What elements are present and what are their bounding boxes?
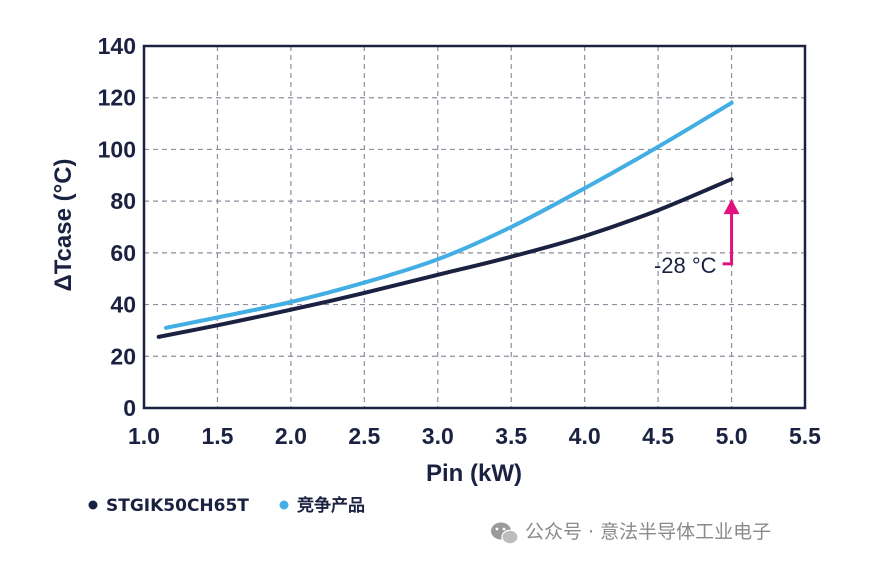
legend: STGIK50CH65T 竞争产品 bbox=[88, 495, 365, 516]
x-tick-label: 4.0 bbox=[569, 423, 601, 449]
y-tick-label: 0 bbox=[123, 395, 136, 421]
plot-frame bbox=[142, 44, 807, 410]
y-axis: 0 20 40 60 80 100 120 140 bbox=[98, 33, 136, 421]
x-tick-label: 2.5 bbox=[348, 423, 380, 449]
y-tick-label: 120 bbox=[98, 85, 136, 111]
y-tick-label: 40 bbox=[110, 292, 136, 318]
y-tick-label: 100 bbox=[98, 136, 136, 162]
x-axis-title: Pin (kW) bbox=[426, 460, 522, 487]
annotation-label: -28 °C bbox=[654, 253, 717, 278]
legend-label-competitor: 竞争产品 bbox=[297, 495, 365, 516]
series-line-stgik50ch65t bbox=[156, 177, 734, 339]
x-tick-label: 1.0 bbox=[128, 423, 160, 449]
grid bbox=[144, 46, 805, 408]
watermark-text: 公众号 · 意法半导体工业电子 bbox=[525, 521, 771, 543]
annotation-layer: -28 °C bbox=[654, 199, 740, 278]
x-axis: 1.0 1.5 2.0 2.5 3.0 3.5 4.0 4.5 5.0 5.5 bbox=[128, 423, 821, 449]
legend-label-stgik50ch65t: STGIK50CH65T bbox=[106, 496, 249, 516]
x-tick-label: 2.0 bbox=[275, 423, 307, 449]
legend-marker-competitor bbox=[279, 500, 289, 510]
series-line-competitor bbox=[164, 100, 734, 330]
y-tick-label: 20 bbox=[110, 343, 136, 369]
y-axis-title: ΔTcase (°C) bbox=[50, 158, 77, 291]
y-tick-label: 60 bbox=[110, 240, 136, 266]
x-tick-label: 5.5 bbox=[789, 423, 821, 449]
x-tick-label: 4.5 bbox=[642, 423, 674, 449]
y-tick-label: 80 bbox=[110, 188, 136, 214]
x-tick-label: 5.0 bbox=[716, 423, 748, 449]
x-tick-label: 3.5 bbox=[495, 423, 527, 449]
x-tick-label: 1.5 bbox=[201, 423, 233, 449]
series-layer bbox=[156, 100, 734, 339]
watermark: 公众号 · 意法半导体工业电子 bbox=[491, 521, 771, 545]
wechat-icon bbox=[491, 522, 519, 545]
y-tick-label: 140 bbox=[98, 33, 136, 59]
x-tick-label: 3.0 bbox=[422, 423, 454, 449]
legend-marker-stgik50ch65t bbox=[88, 500, 98, 510]
annotation-arrowhead bbox=[723, 199, 740, 215]
